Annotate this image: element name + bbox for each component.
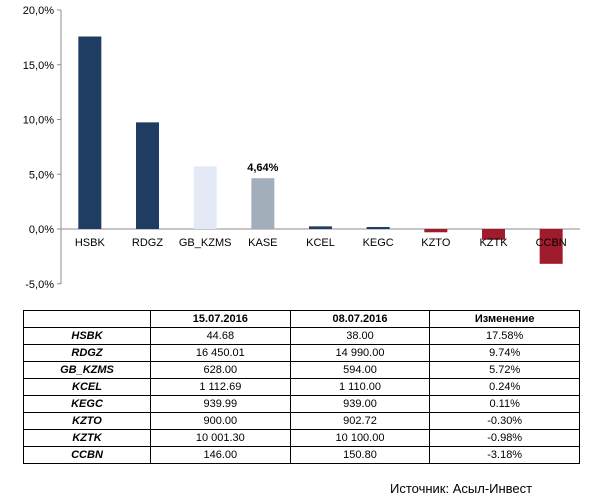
price-current-cell: 939.99 — [150, 395, 291, 413]
bar-kcel — [309, 226, 332, 229]
ticker-cell: HSBK — [23, 327, 151, 345]
change-cell: -3.18% — [429, 446, 580, 464]
y-tick-label: 10,0% — [23, 115, 54, 127]
bar-hsbk — [78, 36, 102, 230]
ticker-cell: RDGZ — [23, 344, 151, 362]
table-row: KZTK 10 001.30 10 100.00 -0.98% — [23, 429, 580, 447]
table-row: GB_KZMS 628.00 594.00 5.72% — [23, 361, 580, 379]
category-labels: HSBK RDGZ GB_KZMS KASE KCEL KEGC KZTO KZTK CCBN 4… — [75, 162, 567, 249]
bar-gb_kzms — [193, 166, 217, 229]
table-row: KCEL 1 112.69 1 110.00 0.24% — [23, 378, 580, 396]
ticker-cell: CCBN — [23, 446, 151, 464]
y-tick-label: -5,0% — [25, 279, 54, 291]
change-cell: 0.24% — [429, 378, 580, 396]
table-header-date-current: 15.07.2016 — [150, 310, 291, 328]
table-header-row: 15.07.2016 08.07.2016 Изменение — [23, 310, 580, 328]
change-cell: -0.30% — [429, 412, 580, 430]
table-row: KZTO 900.00 902.72 -0.30% — [23, 412, 580, 430]
source-note: Источник: Асыл-Инвест — [390, 481, 533, 496]
y-tick-label: 0,0% — [29, 224, 54, 236]
price-table: 15.07.2016 08.07.2016 Изменение HSBK 44.… — [23, 310, 580, 464]
price-current-cell: 10 001.30 — [150, 429, 291, 447]
ticker-cell: GB_KZMS — [23, 361, 151, 379]
x-category-label: KZTK — [479, 237, 508, 249]
bar-rdgz — [136, 122, 159, 229]
table-row: CCBN 146.00 150.80 -3.18% — [23, 446, 580, 464]
bar-chart: 20,0% 15,0% 10,0% 5,0% 0,0% -5,0% HSBK RDGZ GB_… — [23, 5, 580, 291]
price-previous-cell: 38.00 — [289, 327, 431, 345]
table-row: RDGZ 16 450.01 14 990.00 9.74% — [23, 344, 580, 362]
table-header-change: Изменение — [429, 310, 580, 328]
table-row: KEGC 939.99 939.00 0.11% — [23, 395, 580, 413]
x-category-label: KASE — [248, 237, 277, 249]
x-category-label: KZTO — [421, 237, 451, 249]
x-category-label: RDGZ — [132, 237, 163, 249]
x-category-label: KCEL — [306, 237, 335, 249]
price-current-cell: 16 450.01 — [150, 344, 291, 362]
price-current-cell: 1 112.69 — [150, 378, 291, 396]
ticker-cell: KCEL — [23, 378, 151, 396]
ticker-cell: KEGC — [23, 395, 151, 413]
change-cell: 9.74% — [429, 344, 580, 362]
change-cell: 17.58% — [429, 327, 580, 345]
change-cell: 5.72% — [429, 361, 580, 379]
y-tick-label: 5,0% — [29, 169, 54, 181]
price-previous-cell: 1 110.00 — [289, 378, 431, 396]
ticker-cell: KZTO — [23, 412, 151, 430]
price-current-cell: 900.00 — [150, 412, 291, 430]
y-tick-label: 20,0% — [23, 5, 54, 17]
x-category-label: HSBK — [75, 237, 106, 249]
bar-kzto — [424, 229, 448, 233]
table-header-corner — [23, 310, 151, 328]
ticker-cell: KZTK — [23, 429, 151, 447]
table-header-date-previous: 08.07.2016 — [289, 310, 431, 328]
x-category-label: CCBN — [536, 237, 567, 249]
price-current-cell: 628.00 — [150, 361, 291, 379]
price-previous-cell: 939.00 — [289, 395, 431, 413]
change-cell: -0.98% — [429, 429, 580, 447]
bar-kase — [251, 178, 275, 229]
change-cell: 0.11% — [429, 395, 580, 413]
y-tick-label: 15,0% — [23, 60, 54, 72]
x-category-label: KEGC — [363, 237, 394, 249]
x-category-label: GB_KZMS — [179, 237, 232, 249]
bars — [78, 36, 563, 264]
price-current-cell: 44.68 — [150, 327, 291, 345]
data-label: 4,64% — [247, 162, 278, 174]
price-current-cell: 146.00 — [150, 446, 291, 464]
price-previous-cell: 150.80 — [289, 446, 431, 464]
bar-kegc — [366, 227, 390, 229]
price-previous-cell: 14 990.00 — [289, 344, 431, 362]
bar-kztk — [482, 229, 505, 240]
bar-ccbn — [539, 229, 563, 264]
table-row: HSBK 44.68 38.00 17.58% — [23, 327, 580, 345]
price-previous-cell: 10 100.00 — [289, 429, 431, 447]
price-previous-cell: 902.72 — [289, 412, 431, 430]
price-previous-cell: 594.00 — [289, 361, 431, 379]
